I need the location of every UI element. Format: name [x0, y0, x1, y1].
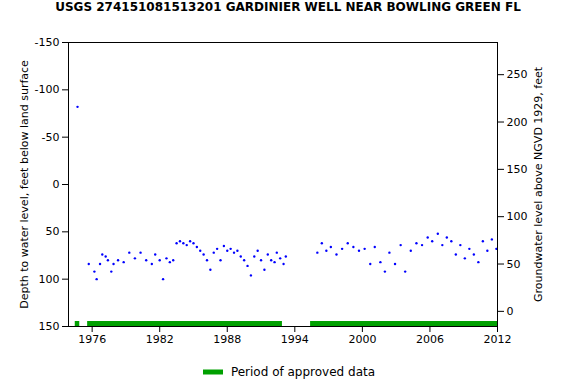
svg-text:0: 0: [53, 178, 60, 191]
svg-text:-50: -50: [42, 131, 60, 144]
svg-text:1994: 1994: [281, 333, 309, 346]
svg-text:100: 100: [39, 273, 60, 286]
svg-text:Groundwater level above NGVD 1: Groundwater level above NGVD 1929, feet: [532, 66, 545, 302]
svg-text:50: 50: [507, 258, 521, 271]
svg-text:150: 150: [39, 320, 60, 333]
svg-text:100: 100: [507, 210, 528, 223]
svg-text:1988: 1988: [213, 333, 241, 346]
svg-text:150: 150: [507, 163, 528, 176]
svg-text:1976: 1976: [78, 333, 106, 346]
svg-text:Depth to water level, feet bel: Depth to water level, feet below land su…: [18, 60, 31, 309]
svg-text:250: 250: [507, 68, 528, 81]
svg-text:-100: -100: [35, 83, 60, 96]
svg-text:2000: 2000: [348, 333, 376, 346]
svg-text:50: 50: [46, 225, 60, 238]
svg-text:2012: 2012: [484, 333, 512, 346]
svg-text:0: 0: [507, 305, 514, 318]
svg-text:-150: -150: [35, 36, 60, 49]
svg-text:2006: 2006: [416, 333, 444, 346]
html-text:Period of approved data: Period of approved data: [230, 365, 376, 379]
svg-text:1982: 1982: [146, 333, 174, 346]
svg-text:200: 200: [507, 116, 528, 129]
html-text:USGS 274151081513201 GARDINIER: USGS 274151081513201 GARDINIER WELL NEAR…: [55, 0, 521, 14]
